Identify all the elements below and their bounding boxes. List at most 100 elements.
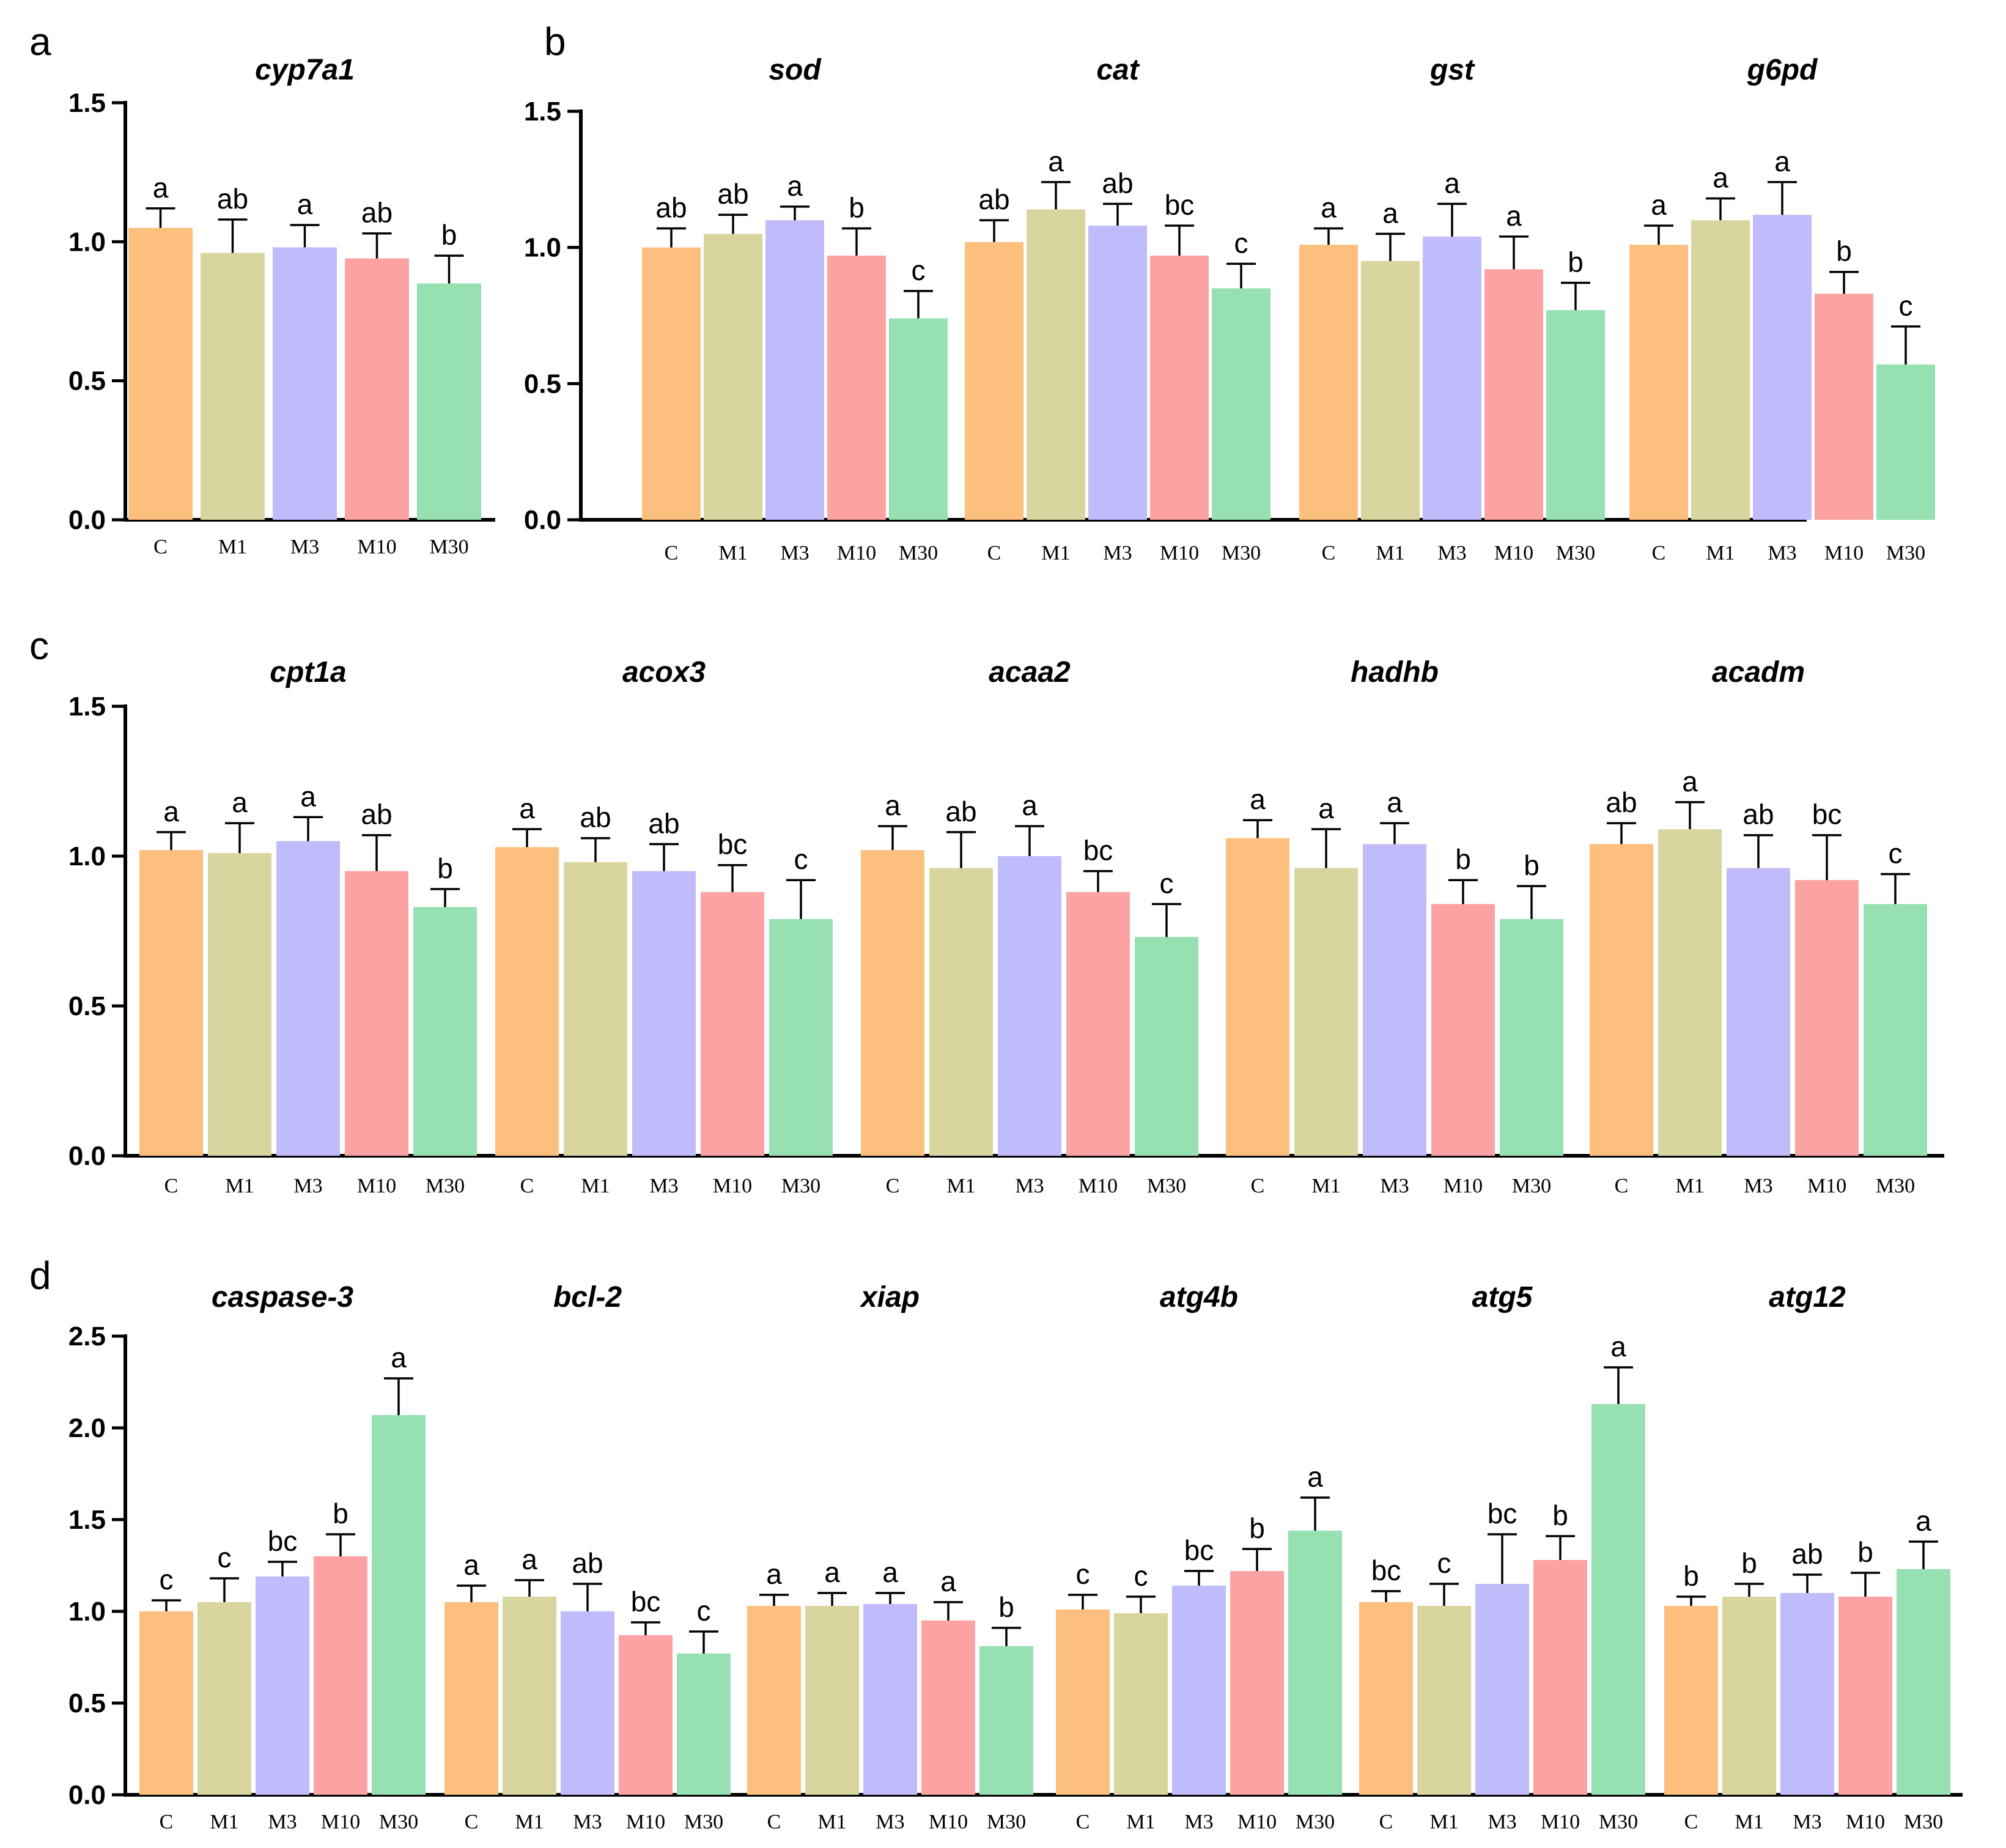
x-tick-label: M1 [718, 542, 747, 564]
bar-M3 [1475, 1584, 1529, 1795]
x-tick-label: M10 [713, 1175, 752, 1197]
x-tick-label: M10 [1846, 1811, 1885, 1833]
y-tick-label: 1.5 [68, 692, 106, 722]
gene-title: hadhb [1351, 656, 1439, 689]
bar-M30 [979, 1646, 1033, 1795]
bar-M1 [1114, 1613, 1168, 1795]
x-tick-label: M1 [1735, 1811, 1763, 1833]
x-tick-label: M1 [225, 1175, 254, 1197]
y-tick-label: 1.5 [68, 1505, 106, 1535]
gene-group-cat: cat ab Ca M1 ab M3 bc M10 c M30 [965, 54, 1270, 564]
x-tick-label: M10 [929, 1811, 968, 1833]
bar-C [1629, 245, 1688, 520]
x-tick-label: M30 [1886, 542, 1925, 564]
significance-letter: a [1651, 189, 1667, 221]
x-tick-label: M10 [321, 1811, 360, 1833]
x-tick-label: M30 [379, 1811, 418, 1833]
bar-C [861, 850, 924, 1156]
significance-letter: b [998, 1591, 1014, 1623]
x-tick-label: M10 [357, 1175, 396, 1197]
bar-M1 [564, 862, 627, 1156]
significance-letter: ab [945, 796, 976, 827]
bar-M30 [372, 1415, 426, 1795]
bar-M10 [701, 892, 764, 1156]
x-tick-label: M30 [1222, 542, 1261, 564]
x-tick-label: M1 [581, 1175, 610, 1197]
bar-M10 [1533, 1560, 1587, 1795]
significance-letter: ab [1791, 1538, 1823, 1570]
bar-M3 [256, 1576, 309, 1795]
bar-M10 [345, 871, 408, 1156]
significance-letter: a [824, 1556, 840, 1588]
x-tick-label: C [767, 1811, 781, 1833]
significance-letter: a [1916, 1505, 1931, 1537]
y-tick-label: 2.5 [68, 1321, 106, 1351]
gene-group-hadhb: hadhb a Ca M1 a M3 b M10 b M30 [1226, 656, 1563, 1197]
gene-title: cat [1096, 54, 1140, 86]
significance-letter: a [1444, 167, 1460, 199]
bar-M3 [1780, 1593, 1834, 1795]
bar-C [139, 850, 203, 1156]
significance-letter: ab [717, 178, 748, 210]
x-tick-label: M30 [987, 1811, 1026, 1833]
x-tick-label: M30 [684, 1811, 723, 1833]
x-tick-label: M10 [1079, 1175, 1118, 1197]
x-tick-label: M3 [780, 542, 809, 564]
significance-letter: ab [1742, 799, 1774, 830]
x-tick-label: M3 [290, 536, 319, 558]
panel-a: a 0.0 0.5 1.0 1.5 cyp7a1 a Cab M1 a M3 ab M10 b M30 [29, 20, 495, 558]
significance-letter: bc [1165, 189, 1195, 221]
x-tick-label: M1 [1311, 1175, 1340, 1197]
significance-letter: bc [718, 829, 748, 860]
significance-letter: ab [648, 807, 679, 839]
gene-group-xiap: xiap a Ca M1 a M3 a M10 b M30 [747, 1281, 1033, 1833]
bar-M30 [677, 1654, 731, 1795]
bar-M3 [1423, 236, 1481, 520]
bar-M30 [889, 318, 948, 520]
gene-group-g6pd: g6pd a Ca M1 a M3 b M10 c M30 [1629, 54, 1935, 564]
significance-letter: a [1048, 146, 1064, 177]
bar-M10 [1838, 1597, 1892, 1795]
significance-letter: a [940, 1565, 956, 1597]
bar-M1 [1722, 1597, 1776, 1795]
significance-letter: c [912, 254, 926, 286]
x-tick-label: M30 [1556, 542, 1595, 564]
x-tick-label: M30 [781, 1175, 820, 1197]
significance-letter: b [1836, 235, 1852, 267]
panel-b: b0.00.51.01.5sodabCabM1aM3bM10cM30catabC… [524, 20, 1935, 564]
x-tick-label: M3 [649, 1175, 678, 1197]
bar-M10 [314, 1556, 367, 1795]
gene-title: acox3 [622, 656, 706, 689]
significance-letter: a [766, 1558, 782, 1590]
bar-M30 [1546, 310, 1605, 520]
gene-title: sod [769, 54, 822, 86]
x-tick-label: C [520, 1175, 534, 1197]
gene-title: atg5 [1472, 1281, 1533, 1314]
significance-letter: c [1234, 227, 1248, 259]
x-tick-label: C [465, 1811, 479, 1833]
bar-M1 [1361, 261, 1420, 520]
bar-M3 [632, 871, 696, 1156]
x-tick-label: C [164, 1175, 179, 1197]
significance-letter: bc [1184, 1534, 1214, 1566]
bar-M10 [827, 256, 886, 520]
x-tick-label: C [1251, 1175, 1265, 1197]
x-tick-label: M10 [1824, 542, 1864, 564]
y-tick-label: 2.0 [68, 1413, 106, 1443]
bar-M1 [1658, 829, 1722, 1156]
x-tick-label: M1 [1429, 1811, 1458, 1833]
gene-group-acadm: acadm ab Ca M1 ab M3 bc M10 c M30 [1590, 656, 1927, 1197]
bar-M10 [1066, 892, 1130, 1156]
significance-letter: c [1076, 1558, 1090, 1590]
x-tick-label: M1 [1706, 542, 1735, 564]
significance-letter: bc [1812, 799, 1842, 830]
gene-title: acadm [1712, 656, 1805, 689]
significance-letter: a [1022, 789, 1038, 821]
bar-C [495, 847, 559, 1156]
significance-letter: b [441, 219, 457, 251]
significance-letter: a [1307, 1461, 1323, 1493]
significance-letter: b [849, 191, 865, 223]
significance-letter: a [882, 1556, 898, 1588]
significance-letter: c [1160, 867, 1174, 899]
bar-M30 [1500, 918, 1563, 1156]
